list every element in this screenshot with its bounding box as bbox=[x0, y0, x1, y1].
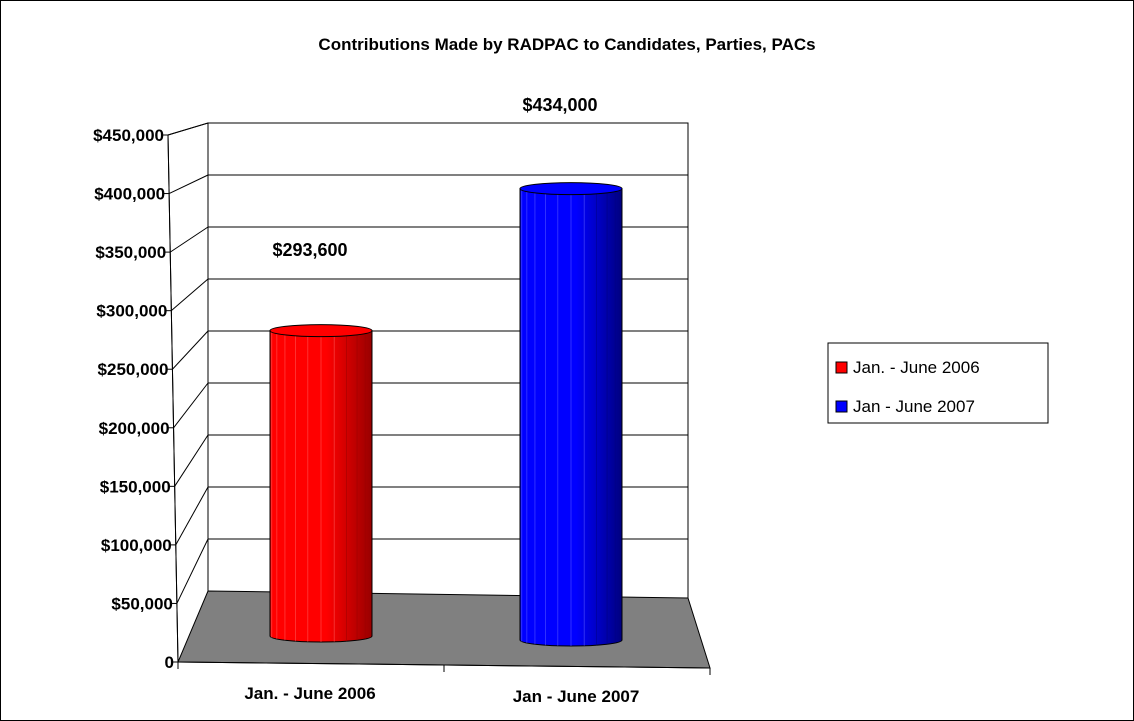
y-axis: 0 $50,000 $100,000 $150,000 $200,000 $250,000… bbox=[93, 126, 179, 672]
gridline-side bbox=[174, 434, 209, 487]
gridline-side bbox=[169, 226, 209, 253]
data-labels: $293,600 $434,000 bbox=[272, 95, 597, 260]
y-tick-label: $50,000 bbox=[111, 594, 172, 613]
y-tick-label: $350,000 bbox=[95, 243, 166, 262]
y-tick-label: $200,000 bbox=[99, 419, 170, 438]
y-tick-label: $150,000 bbox=[100, 477, 171, 496]
gridline-side bbox=[175, 486, 209, 546]
y-tick-label: 0 bbox=[165, 653, 174, 672]
gridline-side bbox=[172, 330, 209, 370]
gridline-side bbox=[173, 382, 209, 429]
x-axis: Jan. - June 2006 Jan - June 2007 bbox=[177, 661, 711, 706]
floor bbox=[177, 590, 711, 669]
bar-top bbox=[269, 324, 373, 338]
y-axis-line bbox=[167, 134, 179, 663]
chart-title: Contributions Made by RADPAC to Candidat… bbox=[318, 35, 815, 54]
bar-2 bbox=[519, 182, 623, 647]
gridline-side bbox=[167, 122, 209, 136]
legend: Jan. - June 2006 Jan - June 2007 bbox=[827, 342, 1049, 424]
data-label: $293,600 bbox=[272, 240, 347, 260]
y-tick-label: $450,000 bbox=[93, 126, 164, 145]
data-label: $434,000 bbox=[522, 95, 597, 115]
y-tick-label: $250,000 bbox=[98, 360, 169, 379]
gridline-side bbox=[176, 538, 209, 604]
y-tick-label: $300,000 bbox=[96, 302, 167, 321]
x-tick-label: Jan. - June 2006 bbox=[244, 684, 375, 703]
bars bbox=[269, 182, 623, 647]
legend-swatch-2006 bbox=[835, 361, 848, 374]
bar-top bbox=[519, 182, 623, 196]
legend-label-2007: Jan - June 2007 bbox=[853, 397, 975, 416]
legend-swatch-2007 bbox=[835, 400, 848, 413]
legend-label-2006: Jan. - June 2006 bbox=[853, 358, 980, 377]
bar-1 bbox=[269, 324, 373, 643]
y-tick-label: $400,000 bbox=[94, 185, 165, 204]
gridline-side bbox=[168, 174, 209, 195]
legend-box bbox=[827, 342, 1049, 424]
x-tick-label: Jan - June 2007 bbox=[513, 687, 640, 706]
y-tick-label: $100,000 bbox=[101, 536, 172, 555]
gridline-side bbox=[171, 278, 209, 312]
